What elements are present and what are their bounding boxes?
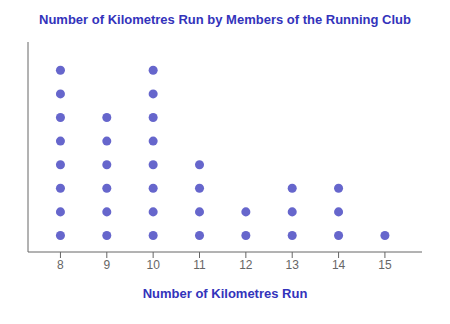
- svg-text:8: 8: [57, 258, 64, 272]
- svg-text:14: 14: [332, 258, 346, 272]
- svg-text:11: 11: [193, 258, 206, 272]
- svg-text:9: 9: [103, 258, 110, 272]
- svg-text:13: 13: [286, 258, 300, 272]
- svg-text:10: 10: [146, 258, 160, 272]
- svg-text:15: 15: [378, 258, 392, 272]
- svg-text:Number of Kilometres Run: Number of Kilometres Run: [143, 286, 308, 301]
- svg-text:12: 12: [239, 258, 253, 272]
- html-text:Number of Kilometres Run by Me: Number of Kilometres Run by Members of t…: [39, 12, 411, 27]
